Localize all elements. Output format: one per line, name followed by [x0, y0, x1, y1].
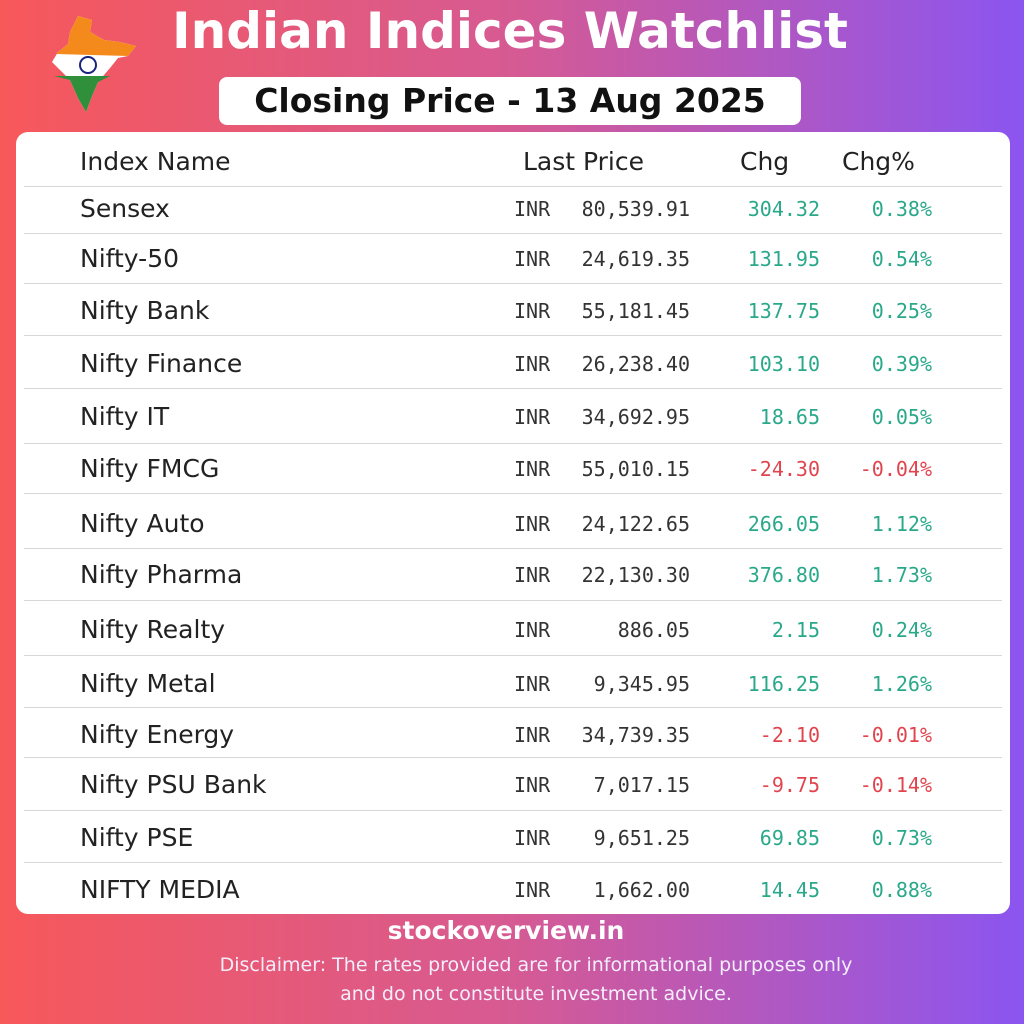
india-map-icon — [52, 16, 136, 112]
row-separator — [24, 388, 1002, 389]
change-percent: 0.24% — [871, 618, 932, 642]
row-separator — [24, 443, 1002, 444]
change-percent: 0.88% — [871, 878, 932, 902]
row-separator — [24, 707, 1002, 708]
last-price: 80,539.91 — [581, 197, 690, 221]
change-percent: -0.01% — [859, 723, 932, 747]
row-separator — [24, 600, 1002, 601]
row-separator — [24, 493, 1002, 494]
change-percent: 0.54% — [871, 247, 932, 271]
row-separator — [24, 757, 1002, 758]
row-separator — [24, 233, 1002, 234]
index-name: Nifty PSU Bank — [80, 770, 267, 799]
change: 304.32 — [747, 197, 820, 221]
watchlist-table: Index Name Last Price Chg Chg% Sensex INR 80,5… — [16, 132, 1010, 914]
title: Indian Indices Watchlist — [172, 2, 848, 60]
change-percent: 0.73% — [871, 826, 932, 850]
last-price: 24,619.35 — [581, 247, 690, 271]
last-price: 9,651.25 — [593, 826, 690, 850]
change: 137.75 — [747, 299, 820, 323]
currency: INR — [514, 352, 551, 376]
last-price: 55,181.45 — [581, 299, 690, 323]
change-percent: 0.05% — [871, 405, 932, 429]
change-percent: 1.73% — [871, 563, 932, 587]
change: 376.80 — [747, 563, 820, 587]
last-price: 24,122.65 — [581, 512, 690, 536]
last-price: 886.05 — [617, 618, 690, 642]
change: 2.15 — [771, 618, 820, 642]
currency: INR — [514, 672, 551, 696]
change-percent: 0.25% — [871, 299, 932, 323]
change: -2.10 — [759, 723, 820, 747]
currency: INR — [514, 723, 551, 747]
currency: INR — [514, 405, 551, 429]
index-name: Nifty Pharma — [80, 560, 243, 589]
last-price: 7,017.15 — [593, 773, 690, 797]
column-header: Chg — [740, 147, 790, 176]
change: -24.30 — [747, 457, 820, 481]
disclaimer: and do not constitute investment advice. — [340, 983, 732, 1005]
index-name: Nifty IT — [80, 402, 170, 431]
index-name: Sensex — [80, 194, 170, 223]
index-name: Nifty Energy — [80, 720, 235, 749]
index-name: Nifty Auto — [80, 509, 205, 538]
index-name: Nifty PSE — [80, 823, 194, 852]
index-name: Nifty Realty — [80, 615, 226, 644]
last-price: 26,238.40 — [581, 352, 690, 376]
column-header: Chg% — [842, 147, 915, 176]
currency: INR — [514, 563, 551, 587]
last-price: 9,345.95 — [593, 672, 690, 696]
row-separator — [24, 810, 1002, 811]
change-percent: 0.38% — [871, 197, 932, 221]
change: 14.45 — [759, 878, 820, 902]
currency: INR — [514, 826, 551, 850]
currency: INR — [514, 773, 551, 797]
change: 69.85 — [759, 826, 820, 850]
last-price: 34,739.35 — [581, 723, 690, 747]
change-percent: -0.04% — [859, 457, 932, 481]
index-name: Nifty Metal — [80, 669, 216, 698]
change-percent: 0.39% — [871, 352, 932, 376]
change: 116.25 — [747, 672, 820, 696]
change-percent: 1.12% — [871, 512, 932, 536]
change: 266.05 — [747, 512, 820, 536]
index-name: Nifty Finance — [80, 349, 243, 378]
column-header: Index Name — [80, 147, 231, 176]
currency: INR — [514, 457, 551, 481]
currency: INR — [514, 197, 551, 221]
currency: INR — [514, 247, 551, 271]
index-name: Nifty Bank — [80, 296, 210, 325]
row-separator — [24, 548, 1002, 549]
index-name: Nifty-50 — [80, 244, 179, 273]
change: 131.95 — [747, 247, 820, 271]
change: 18.65 — [759, 405, 820, 429]
subtitle: Closing Price - 13 Aug 2025 — [219, 77, 801, 125]
last-price: 22,130.30 — [581, 563, 690, 587]
change-percent: -0.14% — [859, 773, 932, 797]
last-price: 1,662.00 — [593, 878, 690, 902]
currency: INR — [514, 299, 551, 323]
row-separator — [24, 283, 1002, 284]
disclaimer: Disclaimer: The rates provided are for i… — [219, 954, 853, 976]
index-name: NIFTY MEDIA — [80, 875, 240, 904]
last-price: 34,692.95 — [581, 405, 690, 429]
site-link: stockoverview.in — [387, 916, 625, 945]
currency: INR — [514, 512, 551, 536]
index-name: Nifty FMCG — [80, 454, 220, 483]
last-price: 55,010.15 — [581, 457, 690, 481]
row-separator — [24, 335, 1002, 336]
row-separator — [24, 186, 1002, 187]
change: -9.75 — [759, 773, 820, 797]
currency: INR — [514, 618, 551, 642]
change: 103.10 — [747, 352, 820, 376]
change-percent: 1.26% — [871, 672, 932, 696]
currency: INR — [514, 878, 551, 902]
column-header: Last Price — [523, 147, 645, 176]
row-separator — [24, 655, 1002, 656]
row-separator — [24, 862, 1002, 863]
